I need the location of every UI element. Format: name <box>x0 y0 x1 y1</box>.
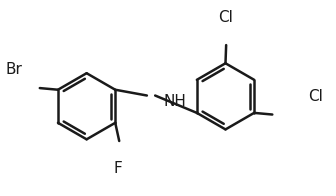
Text: F: F <box>114 161 122 176</box>
Text: Br: Br <box>5 62 22 77</box>
Text: NH: NH <box>164 94 187 109</box>
Text: Cl: Cl <box>218 10 233 25</box>
Text: Cl: Cl <box>308 89 323 104</box>
